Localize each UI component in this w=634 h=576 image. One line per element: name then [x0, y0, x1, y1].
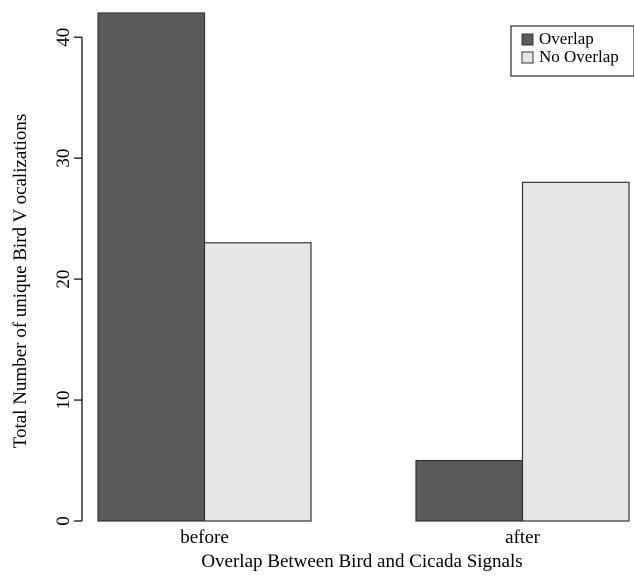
- x-tick-label-before: before: [180, 527, 229, 548]
- y-tick-label: 0: [53, 516, 74, 526]
- legend-swatch-overlap: [521, 33, 534, 46]
- y-tick-label: 20: [53, 270, 74, 289]
- y-tick-label: 10: [53, 391, 74, 410]
- x-axis: before after: [180, 527, 540, 548]
- bar-no-overlap-before: [203, 242, 312, 522]
- legend-label-overlap: Overlap: [539, 29, 594, 48]
- x-axis-title: Overlap Between Bird and Cicada Signals: [201, 551, 522, 572]
- y-axis-title: Total Number of unique Bird V ocalizatio…: [10, 114, 31, 449]
- bar-overlap-after: [415, 459, 524, 522]
- bar-overlap-before: [97, 12, 206, 522]
- y-axis: 0 10 20 30 40: [53, 28, 83, 526]
- bar-no-overlap-after: [521, 181, 630, 522]
- x-tick-label-after: after: [505, 527, 540, 548]
- y-tick-label: 30: [53, 149, 74, 168]
- y-tick-label: 40: [53, 28, 74, 47]
- bars: [97, 12, 630, 522]
- legend-label-no-overlap: No Overlap: [539, 47, 619, 66]
- legend-swatch-no-overlap: [521, 51, 534, 64]
